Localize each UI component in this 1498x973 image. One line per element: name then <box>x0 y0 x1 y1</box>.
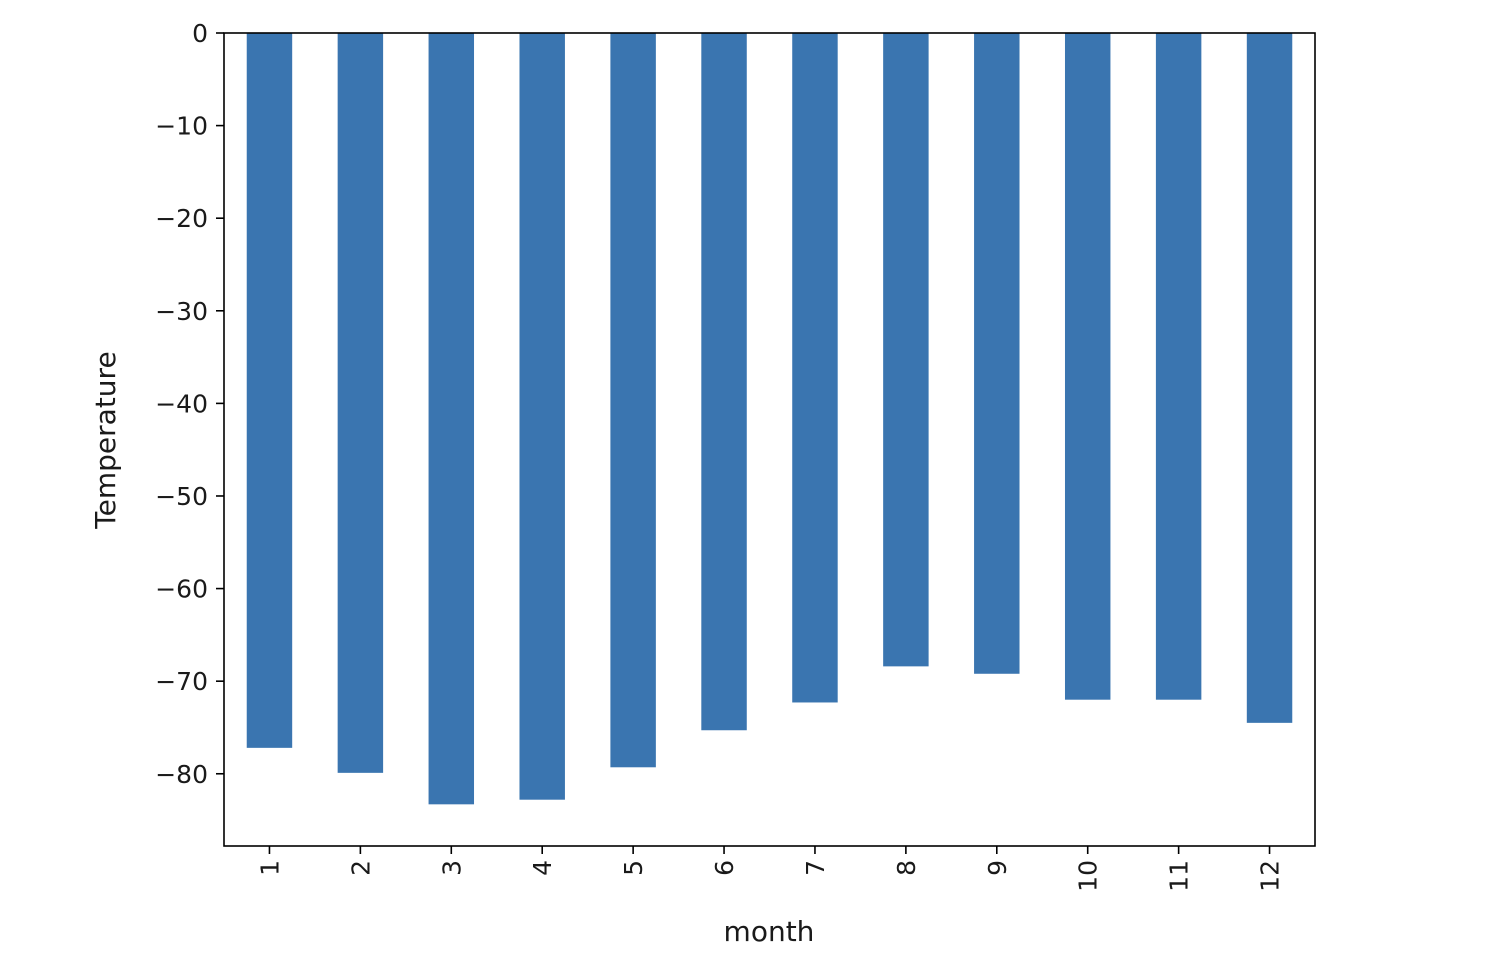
y-tick-label: −80 <box>155 760 208 789</box>
bar-month-11 <box>1155 33 1202 700</box>
y-axis-label: Temperature <box>89 351 122 529</box>
bar-month-6 <box>701 33 747 731</box>
x-tick-label: 11 <box>1165 860 1194 892</box>
bars-layer <box>246 33 1293 805</box>
x-tick-label: 7 <box>801 860 830 876</box>
x-tick-label: 9 <box>983 860 1012 876</box>
plot-frame <box>223 32 1316 847</box>
x-tick-label: 8 <box>892 860 921 876</box>
bar-month-2 <box>337 33 384 773</box>
x-tick-label: 10 <box>1074 860 1103 892</box>
x-tick-label: 6 <box>710 860 739 876</box>
x-axis: 1 2 3 4 5 6 7 8 9 10 11 12 <box>255 846 1285 892</box>
bar-month-12 <box>1246 33 1293 723</box>
bar-month-3 <box>428 33 475 805</box>
x-tick-label: 3 <box>437 860 466 876</box>
y-tick-label: 0 <box>192 19 208 48</box>
y-tick-label: −40 <box>155 389 208 418</box>
bar-month-9 <box>974 33 1020 674</box>
x-tick-label: 1 <box>255 860 284 876</box>
bar-month-7 <box>792 33 838 703</box>
x-tick-label: 4 <box>528 860 557 876</box>
bar-month-5 <box>610 33 656 768</box>
bar-month-4 <box>519 33 565 800</box>
y-tick-label: −20 <box>155 204 208 233</box>
y-tick-label: −10 <box>155 112 208 141</box>
bar-month-8 <box>883 33 929 667</box>
y-tick-label: −30 <box>155 297 208 326</box>
y-tick-label: −50 <box>155 482 208 511</box>
y-axis: 0 −10 −20 −30 −40 −50 −60 −70 −80 <box>155 19 224 789</box>
x-axis-label: month <box>724 915 815 948</box>
y-tick-label: −60 <box>155 575 208 604</box>
bar-month-10 <box>1064 33 1111 700</box>
x-tick-label: 12 <box>1256 860 1285 892</box>
y-tick-label: −70 <box>155 667 208 696</box>
x-tick-label: 5 <box>619 860 648 876</box>
bar-month-1 <box>246 33 293 748</box>
x-tick-label: 2 <box>346 860 375 876</box>
